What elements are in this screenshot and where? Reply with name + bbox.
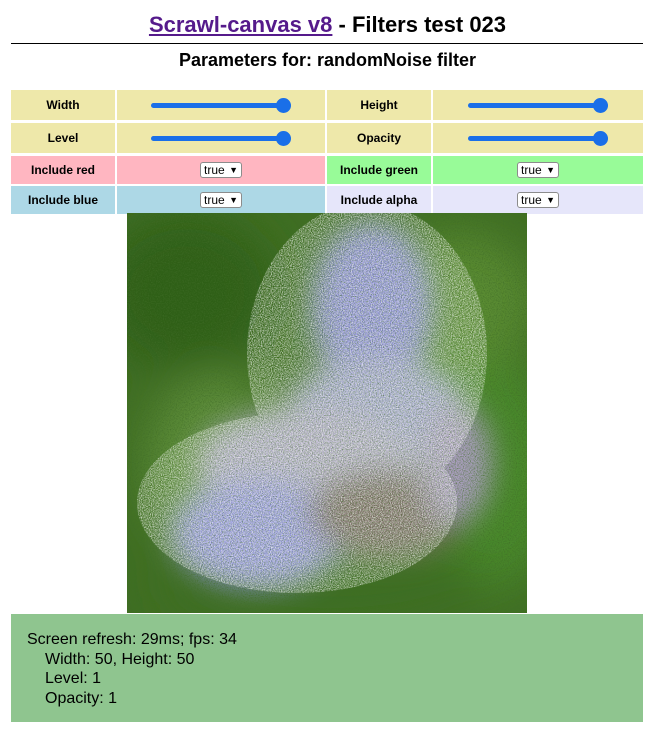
opacity-slider[interactable] [468, 131, 608, 146]
page-subtitle: Parameters for: randomNoise filter [178, 50, 477, 70]
level-slider[interactable] [151, 131, 291, 146]
level-slider-track [151, 136, 291, 141]
chevron-down-icon: ▼ [229, 164, 238, 175]
status-panel: Screen refresh: 29ms; fps: 34 Width: 50,… [11, 614, 643, 722]
controls-table: Width Height Level [11, 90, 643, 216]
include-green-select[interactable]: true ▼ [517, 162, 559, 178]
controls-row-1: Width Height [11, 90, 643, 120]
include-alpha-value: true [521, 193, 542, 207]
include-red-select[interactable]: true ▼ [200, 162, 242, 178]
controls-row-4: Include blue true ▼ Include alpha true ▼ [11, 186, 643, 214]
controls-row-3: Include red true ▼ Include green true ▼ [11, 156, 643, 184]
opacity-cell [433, 123, 643, 153]
include-alpha-label: Include alpha [327, 186, 431, 214]
chevron-down-icon: ▼ [546, 194, 555, 205]
opacity-slider-thumb[interactable] [593, 131, 608, 146]
status-dimensions: Width: 50, Height: 50 [45, 650, 195, 668]
include-alpha-select[interactable]: true ▼ [517, 192, 559, 208]
include-red-label: Include red [11, 156, 115, 184]
home-link[interactable]: Scrawl-canvas v8 [148, 12, 333, 37]
include-red-cell: true ▼ [117, 156, 325, 184]
opacity-slider-track [468, 136, 608, 141]
chevron-down-icon: ▼ [546, 164, 555, 175]
page-title-suffix: - Filters test 023 [332, 12, 507, 37]
height-slider-thumb[interactable] [593, 98, 608, 113]
include-blue-select[interactable]: true ▼ [200, 192, 242, 208]
include-green-label: Include green [327, 156, 431, 184]
level-slider-thumb[interactable] [276, 131, 291, 146]
include-blue-value: true [204, 193, 225, 207]
title-divider [11, 43, 643, 44]
level-label: Level [11, 123, 115, 153]
opacity-label: Opacity [327, 123, 431, 153]
include-alpha-cell: true ▼ [433, 186, 643, 214]
width-slider-thumb[interactable] [276, 98, 291, 113]
status-opacity: Opacity: 1 [45, 689, 118, 707]
level-cell [117, 123, 325, 153]
width-slider-track [151, 103, 291, 108]
status-level: Level: 1 [45, 670, 102, 687]
noise-canvas-image [127, 213, 527, 613]
height-slider-track [468, 103, 608, 108]
chevron-down-icon: ▼ [229, 194, 238, 205]
include-blue-cell: true ▼ [117, 186, 325, 214]
controls-row-2: Level Opacity [11, 123, 643, 153]
status-refresh: Screen refresh: 29ms; fps: 34 [27, 631, 237, 648]
height-label: Height [327, 90, 431, 120]
filter-canvas[interactable] [127, 213, 527, 613]
include-blue-label: Include blue [11, 186, 115, 214]
height-slider[interactable] [468, 98, 608, 113]
height-cell [433, 90, 643, 120]
include-green-cell: true ▼ [433, 156, 643, 184]
include-green-value: true [521, 163, 542, 177]
include-red-value: true [204, 163, 225, 177]
page-title: Scrawl-canvas v8 - Filters test 023 [0, 11, 655, 39]
width-cell [117, 90, 325, 120]
width-label: Width [11, 90, 115, 120]
width-slider[interactable] [151, 98, 291, 113]
